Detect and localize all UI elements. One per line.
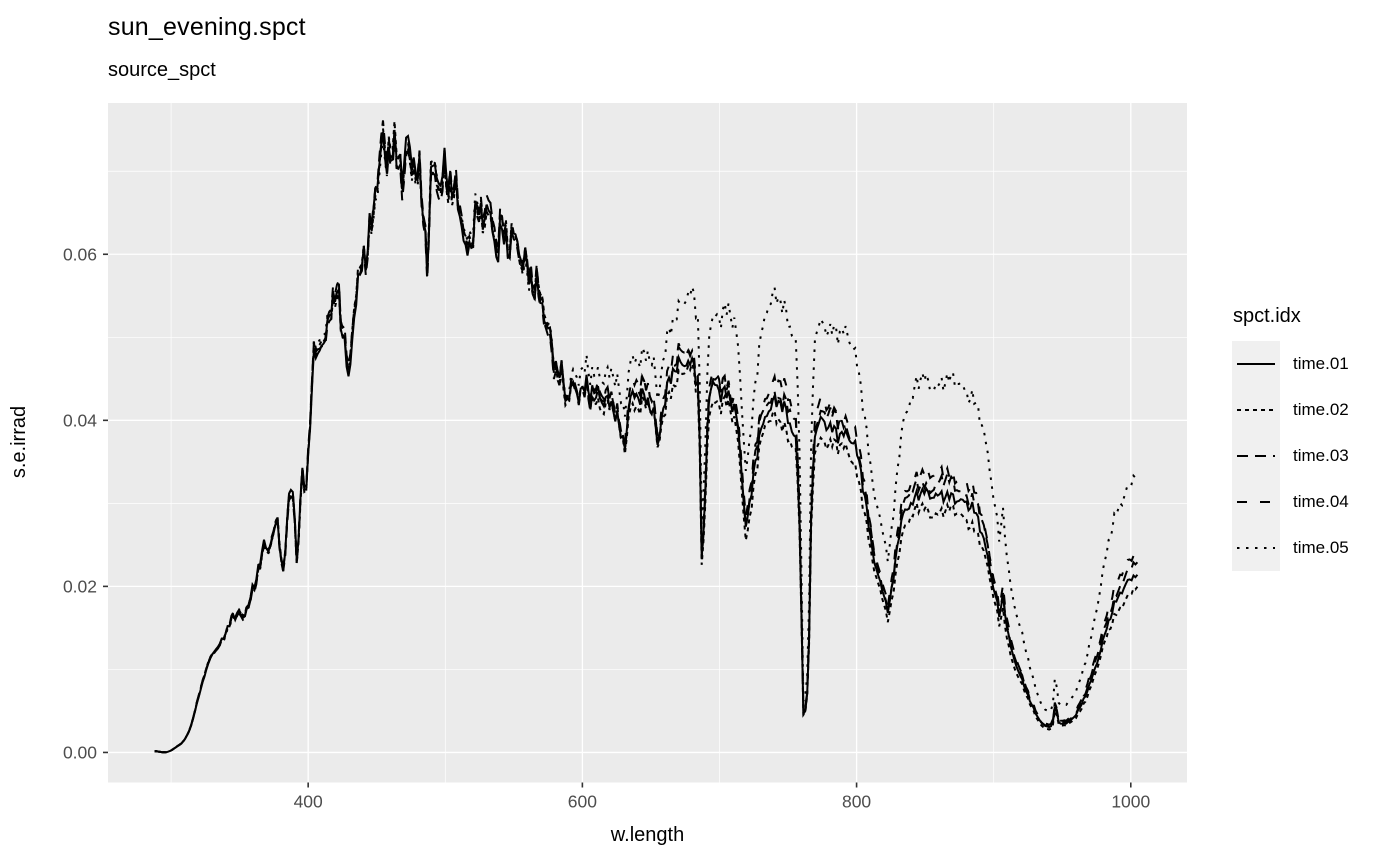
legend-item-time.05: time.05 xyxy=(1232,525,1400,571)
legend-key-time.03 xyxy=(1232,433,1280,479)
series-line-time.02 xyxy=(154,121,1139,754)
legend-items: time.01 time.02 time.03 time.04 time.05 xyxy=(1232,341,1400,571)
x-tick-label: 400 xyxy=(294,792,323,812)
legend-key-time.04 xyxy=(1232,479,1280,525)
legend-item-time.03: time.03 xyxy=(1232,433,1400,479)
legend-item-label: time.03 xyxy=(1293,446,1349,465)
series-line-time.05 xyxy=(154,130,1139,754)
legend-item-time.01: time.01 xyxy=(1232,341,1400,387)
legend-key-time.01 xyxy=(1232,341,1280,387)
legend-line-sample xyxy=(1237,409,1275,411)
legend-key-time.02 xyxy=(1232,387,1280,433)
legend-line-sample xyxy=(1237,455,1275,457)
legend-line-sample xyxy=(1237,547,1275,549)
y-tick-label: 0.04 xyxy=(63,410,97,430)
legend-item-time.04: time.04 xyxy=(1232,479,1400,525)
x-tick-label: 800 xyxy=(842,792,871,812)
y-tick-label: 0.06 xyxy=(63,244,97,264)
chart-subtitle: source_spct xyxy=(108,59,216,81)
legend: spct.idx time.01 time.02 time.03 time.04 tim… xyxy=(1232,305,1400,571)
legend-line-sample xyxy=(1237,363,1275,365)
legend-line-sample xyxy=(1237,501,1275,503)
chart-title: sun_evening.spct xyxy=(108,13,306,41)
x-tick-label: 600 xyxy=(568,792,597,812)
series-line-time.03 xyxy=(154,120,1139,754)
y-tick-label: 0.00 xyxy=(63,742,97,762)
legend-item-label: time.04 xyxy=(1293,492,1349,511)
legend-title: spct.idx xyxy=(1233,305,1301,327)
legend-item-label: time.05 xyxy=(1293,538,1349,557)
y-tick-label: 0.02 xyxy=(63,576,97,596)
panel-background xyxy=(108,103,1187,783)
legend-item-time.02: time.02 xyxy=(1232,387,1400,433)
legend-item-label: time.01 xyxy=(1293,354,1349,373)
legend-item-label: time.02 xyxy=(1293,400,1349,419)
legend-key-time.05 xyxy=(1232,525,1280,571)
x-tick-label: 1000 xyxy=(1111,792,1150,812)
x-axis-title: w.length xyxy=(610,824,685,846)
y-axis-title: s.e.irrad xyxy=(8,405,30,479)
series-line-time.04 xyxy=(154,132,1139,754)
